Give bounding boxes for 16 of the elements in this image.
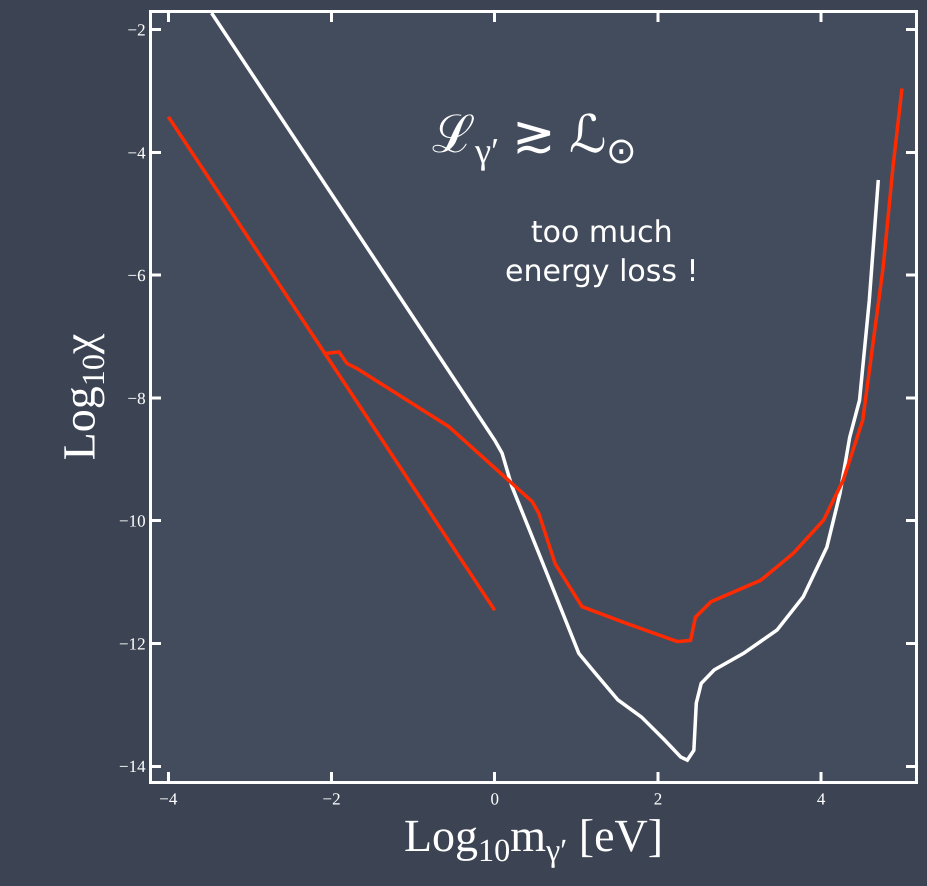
x-tick-label: 0 [490, 789, 499, 808]
line-series [210, 13, 880, 762]
x-tick-label: 2 [654, 789, 662, 808]
y-tick-label: −10 [119, 512, 146, 531]
x-tick-label: −2 [322, 789, 341, 808]
y-tick-label: −4 [128, 143, 146, 162]
y-tick-label: −12 [119, 634, 146, 654]
x-tick-label: −4 [159, 789, 178, 808]
annotation: ℒ$_{γ′}$ ≳ ℒ$_{⊙}$ [432, 107, 636, 171]
x-tick-label: 4 [816, 789, 826, 808]
x-axis-title: Log$_{10}$m$_{γ′}$ [eV] [404, 810, 664, 868]
y-tick-label: −8 [128, 388, 146, 408]
annotation: too much energy loss ! [505, 215, 699, 289]
y-tick-label: −2 [128, 20, 146, 40]
y-tick-label: −6 [128, 266, 146, 286]
y-tick-label: −14 [119, 757, 146, 776]
